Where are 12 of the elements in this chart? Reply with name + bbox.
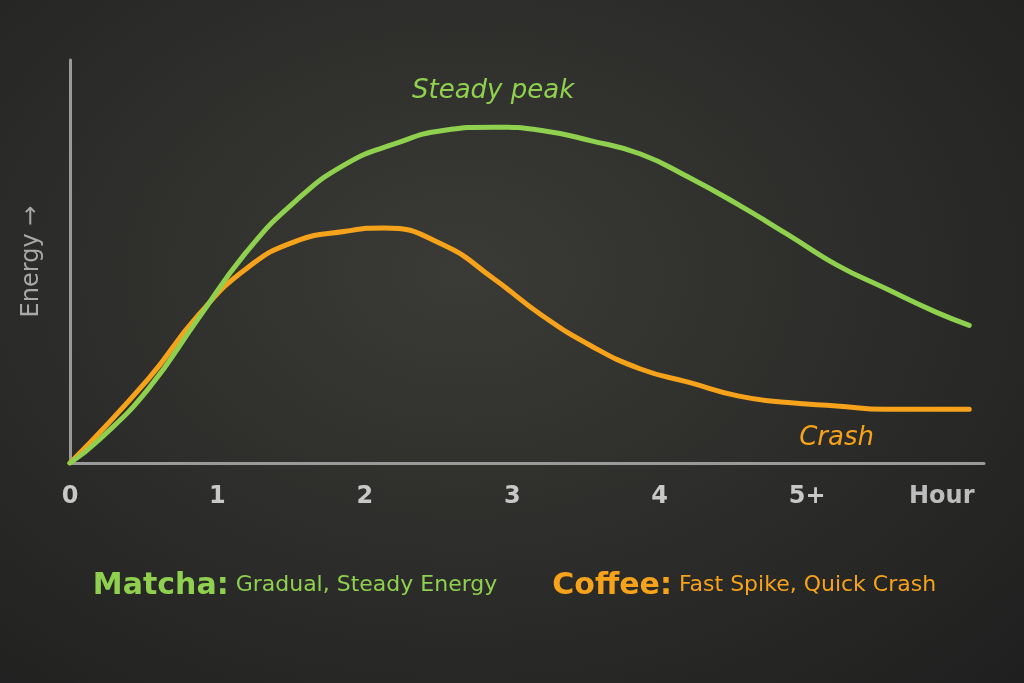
x-tick-label: 0 (61, 481, 79, 509)
x-axis-title: Hour (909, 481, 975, 509)
y-axis-title: Energy → (16, 205, 44, 318)
x-tick-label: 5+ (788, 481, 826, 509)
x-tick-label: 1 (209, 481, 226, 509)
text: Coffee: Fast Spike, Quick Crash (552, 565, 937, 601)
x-tick-label: 2 (356, 481, 374, 509)
x-tick-label: 3 (503, 481, 521, 509)
annotation: Steady peak (411, 74, 576, 105)
x-tick-label: 4 (651, 481, 669, 509)
annotation: Crash (799, 420, 874, 451)
text: Matcha: Gradual, Steady Energy (92, 565, 498, 601)
